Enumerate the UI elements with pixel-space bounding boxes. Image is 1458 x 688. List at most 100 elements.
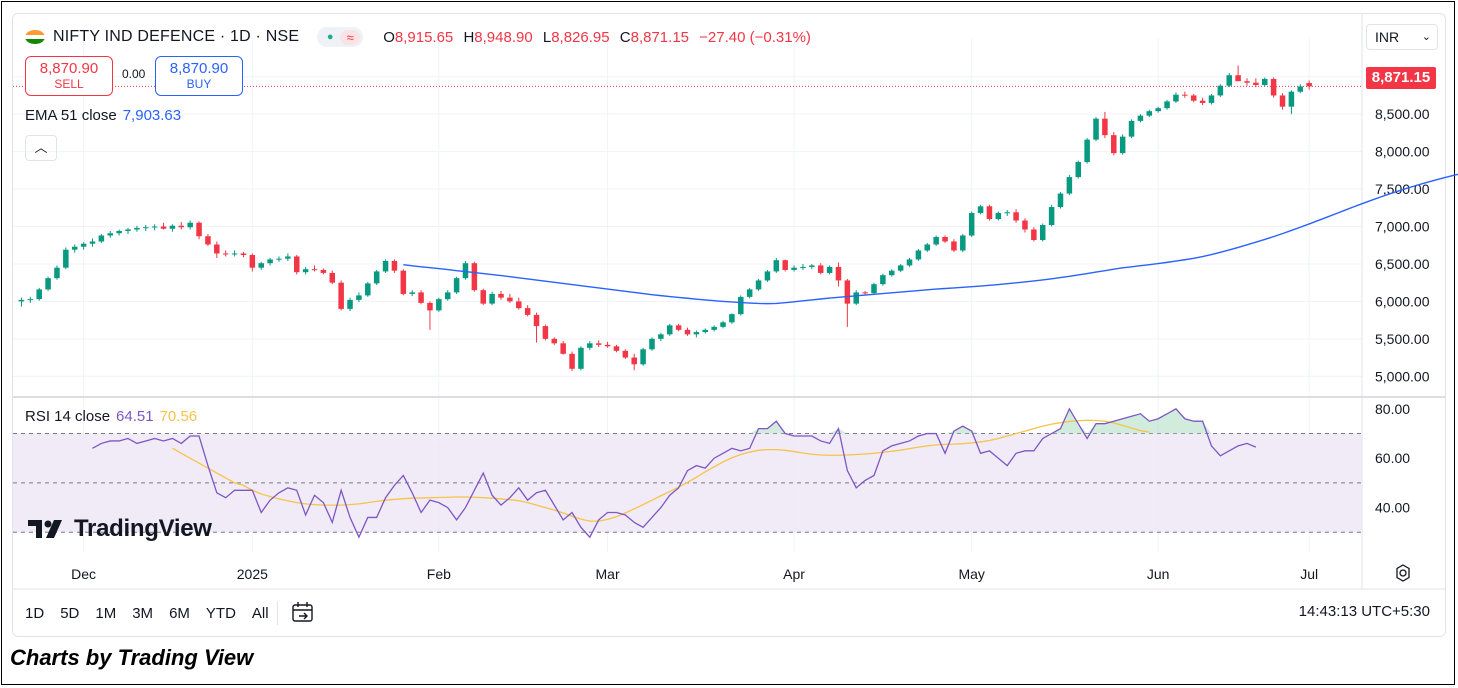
chart-card	[12, 13, 1446, 637]
time-tick-label: Jul	[1300, 566, 1318, 582]
buy-price: 8,870.90	[169, 60, 229, 77]
candle-body	[1235, 75, 1241, 82]
candle-body	[542, 326, 549, 339]
range-5d[interactable]: 5D	[60, 604, 80, 622]
candle-body	[80, 243, 87, 247]
buy-button[interactable]: 8,870.90 BUY	[155, 56, 243, 96]
open-key: O	[383, 28, 395, 46]
candle-body	[1137, 115, 1144, 121]
candle-body	[578, 347, 584, 369]
candle-body	[258, 263, 264, 268]
candle-body	[524, 308, 531, 315]
symbol-title[interactable]: NIFTY IND DEFENCE · 1D · NSE	[53, 28, 300, 45]
collapse-legend-button[interactable]: ︿	[25, 135, 57, 161]
candle-body	[951, 241, 957, 251]
candle-body	[800, 266, 806, 268]
candle-body	[844, 280, 851, 304]
candle-body	[1297, 86, 1304, 92]
ema-legend[interactable]: EMA 51 close 7,903.63	[25, 107, 181, 124]
candle-body	[480, 290, 486, 304]
range-1d[interactable]: 1D	[25, 604, 45, 622]
candle-body	[329, 272, 336, 283]
candle-body	[356, 295, 362, 300]
range-6m[interactable]: 6M	[169, 604, 190, 622]
calendar-goto-icon[interactable]	[290, 601, 316, 625]
ohlc-readout: O8,915.65 H8,948.90 L8,826.95 C8,871.15 …	[383, 29, 817, 46]
candle-body	[134, 227, 140, 230]
candle-body	[1288, 91, 1295, 107]
candle-body	[933, 236, 939, 245]
candle-body	[791, 267, 797, 270]
candle-body	[400, 270, 407, 294]
rsi-ma-value: 70.56	[159, 408, 198, 425]
chevron-down-icon: ⌄	[1421, 31, 1431, 43]
candle-body	[1244, 81, 1250, 83]
candle-body	[666, 325, 673, 335]
candle-body	[507, 297, 513, 302]
candle-body	[516, 301, 522, 309]
candle-body	[249, 254, 256, 268]
candle-body	[675, 325, 682, 330]
candle-body	[293, 256, 300, 273]
time-tick-label: Apr	[783, 566, 805, 582]
settings-gear-icon[interactable]	[1393, 563, 1413, 583]
candle-body	[968, 213, 975, 236]
candle-body	[533, 314, 540, 327]
range-ytd[interactable]: YTD	[205, 604, 236, 622]
candle-body	[276, 258, 282, 260]
price-tick-label: 8,000.00	[1375, 144, 1430, 160]
status-pill[interactable]: ● ≈	[317, 27, 364, 47]
candle-body	[1075, 162, 1082, 178]
candle-body	[1048, 207, 1055, 226]
candle-body	[1199, 100, 1206, 103]
candle-body	[427, 302, 433, 311]
price-tick-label: 6,500.00	[1375, 256, 1430, 272]
india-flag-icon	[25, 30, 45, 44]
rsi-label: RSI 14 close	[25, 408, 111, 425]
ema-value: 7,903.63	[122, 107, 182, 124]
candle-body	[338, 282, 344, 309]
candle-body	[1253, 82, 1259, 85]
candle-body	[924, 244, 931, 251]
candle-body	[1039, 225, 1046, 240]
spread-value: 0.00	[122, 67, 146, 81]
candle-body	[462, 263, 469, 279]
range-all[interactable]: All	[251, 604, 269, 622]
sell-button[interactable]: 8,870.90 SELL	[25, 56, 113, 96]
rsi-value: 64.51	[116, 408, 154, 425]
candle-body	[1155, 108, 1161, 112]
candle-body	[1004, 212, 1010, 214]
chevron-up-icon: ︿	[34, 140, 48, 155]
candle-body	[915, 250, 922, 260]
toolbar-divider	[276, 601, 278, 625]
candle-body	[1022, 220, 1028, 230]
candle-body	[1102, 118, 1108, 136]
timezone-clock[interactable]: 14:43:13 UTC+5:30	[1298, 603, 1430, 620]
candle-body	[54, 267, 60, 279]
tradingview-logo-icon	[28, 520, 62, 538]
time-tick-label: Feb	[427, 566, 451, 582]
candle-body	[1031, 229, 1037, 240]
candle-body	[738, 296, 744, 315]
chart-credit: Charts by Trading View	[10, 645, 254, 670]
candle-body	[436, 299, 442, 311]
candle-body	[418, 292, 424, 303]
candle-body	[489, 293, 495, 304]
candle-body	[711, 326, 717, 330]
candle-body	[116, 230, 122, 234]
candle-body	[1146, 111, 1153, 116]
currency-select[interactable]: INR ⌄	[1366, 24, 1438, 50]
flag-band-mid	[25, 34, 45, 40]
rsi-legend[interactable]: RSI 14 close 64.51 70.56	[25, 408, 197, 425]
candle-body	[906, 259, 913, 266]
candle-body	[143, 227, 149, 229]
range-1m[interactable]: 1M	[95, 604, 117, 622]
candle-body	[1013, 212, 1019, 221]
range-3m[interactable]: 3M	[132, 604, 154, 622]
candle-body	[746, 289, 753, 297]
candle-body	[613, 346, 620, 351]
candle-body	[160, 226, 167, 229]
candle-body	[889, 270, 895, 276]
